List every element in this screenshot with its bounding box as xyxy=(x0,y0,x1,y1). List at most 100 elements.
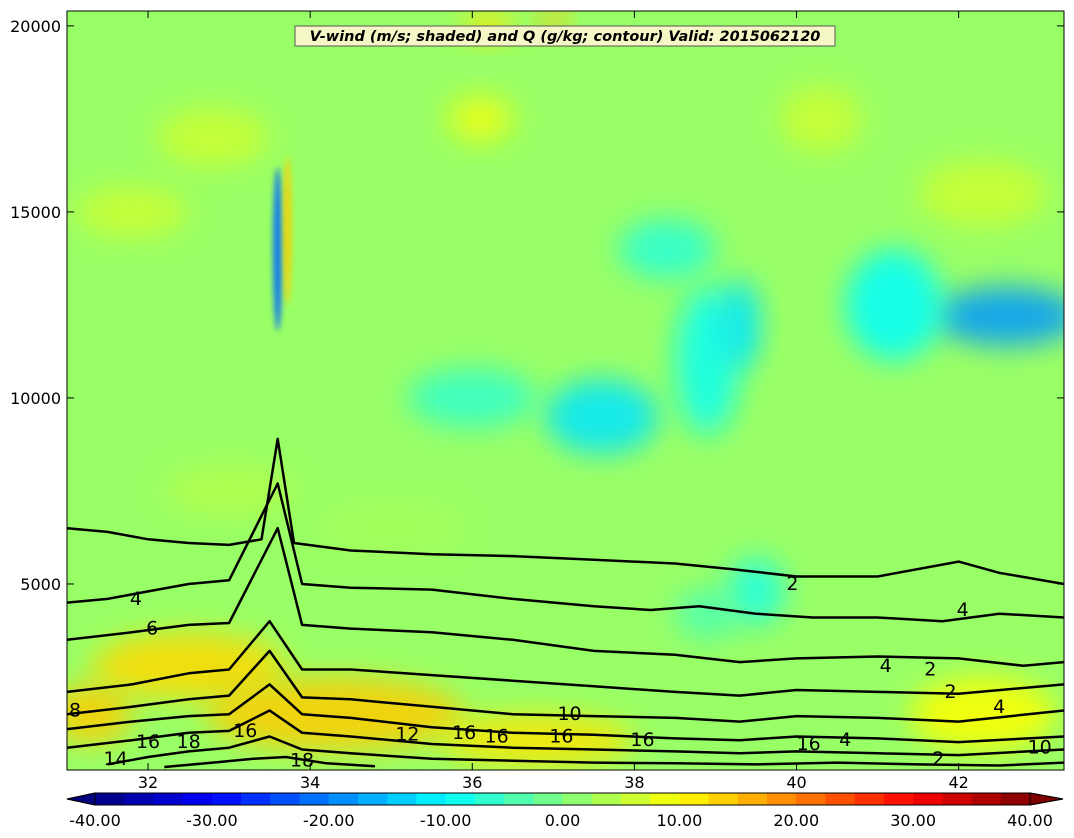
colorbar-segment xyxy=(883,793,914,805)
shading-feature xyxy=(164,464,294,517)
contour-line-q2 xyxy=(67,437,1064,586)
colorbar-segment xyxy=(737,793,768,805)
contour-label: 6 xyxy=(146,618,158,640)
colorbar-segment xyxy=(1000,793,1031,805)
contour-label: 2 xyxy=(944,681,956,703)
y-tick-label: 20000 xyxy=(10,17,61,36)
colorbar-extend-min xyxy=(66,792,96,806)
chart-title: V-wind (m/s; shaded) and Q (g/kg; contou… xyxy=(310,29,821,45)
contour-label: 16 xyxy=(797,733,821,755)
colorbar-extend-max xyxy=(1029,792,1064,806)
shading-feature xyxy=(407,368,538,428)
contour-line-q8 xyxy=(67,619,1064,697)
y-tick-label: 10000 xyxy=(10,389,61,408)
x-tick-label: 34 xyxy=(300,773,320,792)
title-background xyxy=(294,25,836,47)
shading-feature xyxy=(283,156,292,305)
y-tick-label: 15000 xyxy=(10,203,61,222)
x-axis: 32 34 36 38 40 42 xyxy=(138,11,969,792)
colorbar-tick-label: 20.00 xyxy=(773,811,819,830)
contour-label: 4 xyxy=(957,599,969,621)
shading-feature xyxy=(272,167,283,331)
shading-feature xyxy=(75,185,189,238)
colorbar-segment xyxy=(153,793,184,805)
colorbar-segment xyxy=(182,793,213,805)
y-axis: 5000 10000 15000 20000 xyxy=(10,17,1064,594)
vwind-shading xyxy=(67,11,1064,770)
shading-feature xyxy=(719,278,761,369)
contour-label: 10 xyxy=(557,703,581,725)
contour-label: 16 xyxy=(233,720,257,742)
contour-label: 18 xyxy=(290,750,314,772)
y-tick-label: 5000 xyxy=(20,575,61,594)
colorbar-segment xyxy=(942,793,973,805)
shading-feature xyxy=(204,676,465,752)
colorbar-segment xyxy=(95,793,125,805)
colorbar-segment xyxy=(796,793,826,805)
shading-feature xyxy=(674,587,740,640)
contour-line-q6 xyxy=(67,526,1064,668)
colorbar-tick-label: -30.00 xyxy=(186,811,238,830)
shading-feature xyxy=(447,96,513,142)
contour-line-q18 xyxy=(164,755,376,769)
colorbar-segment xyxy=(474,793,505,805)
contour-label: 4 xyxy=(130,588,142,610)
shading-feature xyxy=(618,219,716,279)
colorbar-outline xyxy=(66,792,1064,806)
contour-label: 12 xyxy=(395,724,419,746)
colorbar-segment xyxy=(620,793,651,805)
contour-label: 16 xyxy=(485,726,509,748)
contour-label: 2 xyxy=(786,573,798,595)
shading-feature xyxy=(156,107,270,168)
colorbar-segment xyxy=(971,793,1002,805)
shading-feature xyxy=(318,502,465,555)
shading-feature xyxy=(780,85,862,153)
colorbar-tick-label: -20.00 xyxy=(303,811,355,830)
x-tick-label: 42 xyxy=(948,773,968,792)
plot-frame xyxy=(66,10,1065,771)
contour-line-q12 xyxy=(67,683,1064,744)
colorbar-segment xyxy=(270,793,301,805)
colorbar-tick-label: -40.00 xyxy=(69,811,121,830)
contour-label: 8 xyxy=(69,699,81,721)
contour-line-q14 xyxy=(67,709,1064,757)
colorbar-segment xyxy=(299,793,330,805)
colorbar-segment xyxy=(357,793,388,805)
colorbar-segment xyxy=(504,793,534,805)
shading-feature xyxy=(845,249,943,361)
colorbar-tick-label: 10.00 xyxy=(656,811,702,830)
contour-line-q4 xyxy=(67,482,1064,623)
x-tick-label: 32 xyxy=(138,773,158,792)
colorbar-segment xyxy=(387,793,417,805)
humidity-contours xyxy=(67,437,1064,769)
colorbar-tick-label: 0.00 xyxy=(545,811,581,830)
contour-label: 10 xyxy=(1028,737,1052,759)
contour-line-q16 xyxy=(107,735,1064,767)
colorbar-segment xyxy=(416,793,447,805)
colorbar-segment xyxy=(124,793,154,805)
contour-label: 16 xyxy=(136,731,160,753)
colorbar: -40.00 -30.00 -20.00 -10.00 0.00 10.00 20.00 30… xyxy=(66,792,1064,830)
colorbar-segment xyxy=(825,793,856,805)
colorbar-segment xyxy=(533,793,563,805)
contour-line-q10 xyxy=(67,649,1064,723)
colorbar-segment xyxy=(767,793,797,805)
colorbar-segment xyxy=(913,793,943,805)
contour-label: 4 xyxy=(880,655,892,677)
colorbar-segment xyxy=(708,793,739,805)
shading-feature xyxy=(918,159,1048,227)
contour-label: 16 xyxy=(549,726,573,748)
colorbar-segment xyxy=(328,793,359,805)
shading-feature xyxy=(545,379,659,454)
x-tick-label: 36 xyxy=(462,773,482,792)
colorbar-tick-label: 30.00 xyxy=(890,811,936,830)
contour-label: 16 xyxy=(630,729,654,751)
shading-feature xyxy=(934,286,1064,346)
contour-label: 4 xyxy=(839,729,851,751)
contour-label: 2 xyxy=(924,659,936,681)
shading-feature xyxy=(439,714,635,767)
x-tick-label: 40 xyxy=(786,773,806,792)
